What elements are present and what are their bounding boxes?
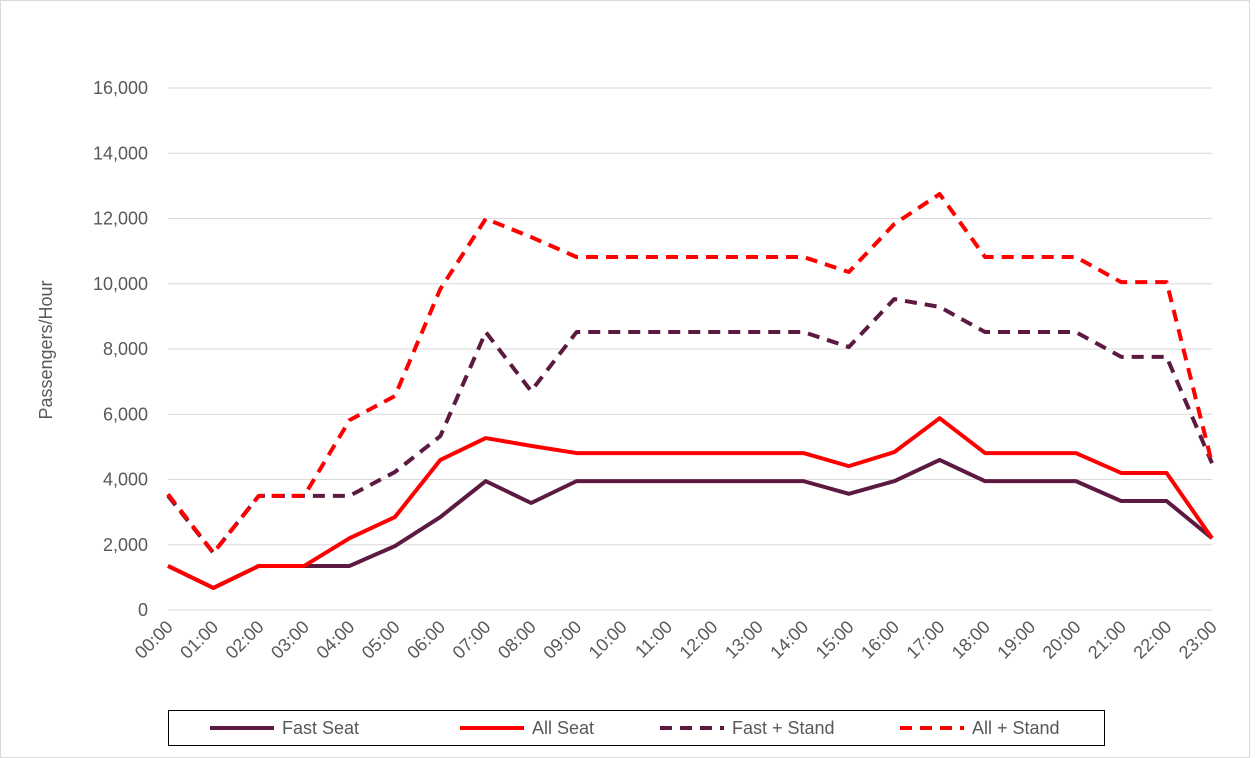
- x-tick-label: 06:00: [403, 617, 449, 663]
- legend-label: All + Stand: [972, 718, 1060, 738]
- x-tick-label: 21:00: [1084, 617, 1130, 663]
- x-tick-label: 02:00: [222, 617, 268, 663]
- x-tick-label: 09:00: [539, 617, 585, 663]
- x-tick-label: 16:00: [857, 617, 903, 663]
- y-tick-label: 14,000: [93, 143, 148, 163]
- x-tick-label: 17:00: [902, 617, 948, 663]
- x-tick-label: 15:00: [812, 617, 858, 663]
- x-tick-label: 19:00: [993, 617, 1039, 663]
- y-tick-label: 12,000: [93, 209, 148, 229]
- series-line: [166, 297, 1214, 555]
- y-tick-label: 0: [138, 600, 148, 620]
- legend-label: Fast Seat: [282, 718, 359, 738]
- x-tick-label: 20:00: [1039, 617, 1085, 663]
- series-line: [166, 192, 1214, 555]
- x-tick-label: 13:00: [721, 617, 767, 663]
- x-tick-label: 10:00: [585, 617, 631, 663]
- series-line: [167, 457, 1214, 590]
- x-tick-label: 05:00: [358, 617, 404, 663]
- y-tick-label: 2,000: [103, 535, 148, 555]
- x-tick-label: 22:00: [1129, 617, 1175, 663]
- x-tick-label: 23:00: [1175, 617, 1221, 663]
- y-tick-label: 6,000: [103, 404, 148, 424]
- x-tick-label: 03:00: [267, 617, 313, 663]
- x-tick-label: 04:00: [312, 617, 358, 663]
- x-tick-label: 14:00: [766, 617, 812, 663]
- y-axis-title: Passengers/Hour: [36, 280, 56, 419]
- legend-label: All Seat: [532, 718, 594, 738]
- series-line: [167, 416, 1214, 590]
- x-tick-label: 07:00: [449, 617, 495, 663]
- x-tick-label: 11:00: [631, 617, 676, 662]
- y-tick-label: 16,000: [93, 78, 148, 98]
- legend-label: Fast + Stand: [732, 718, 835, 738]
- x-tick-label: 12:00: [676, 617, 722, 663]
- y-tick-label: 8,000: [103, 339, 148, 359]
- x-tick-label: 01:00: [176, 617, 222, 663]
- y-tick-label: 10,000: [93, 274, 148, 294]
- x-tick-label: 00:00: [131, 617, 177, 663]
- x-tick-label: 18:00: [948, 617, 994, 663]
- x-tick-label: 08:00: [494, 617, 540, 663]
- y-tick-label: 4,000: [103, 470, 148, 490]
